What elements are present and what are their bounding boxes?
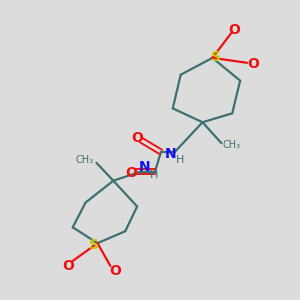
Text: CH₃: CH₃ [222,140,240,150]
Text: O: O [62,259,74,273]
Text: N: N [139,160,151,174]
Text: S: S [88,238,98,252]
Text: O: O [131,131,143,145]
Text: N: N [165,147,177,161]
Text: S: S [212,50,221,64]
Text: O: O [247,57,259,71]
Text: H: H [150,170,158,180]
Text: H: H [176,155,184,165]
Text: CH₃: CH₃ [76,155,94,165]
Text: O: O [110,264,121,278]
Text: O: O [228,23,240,37]
Text: O: O [125,166,137,180]
